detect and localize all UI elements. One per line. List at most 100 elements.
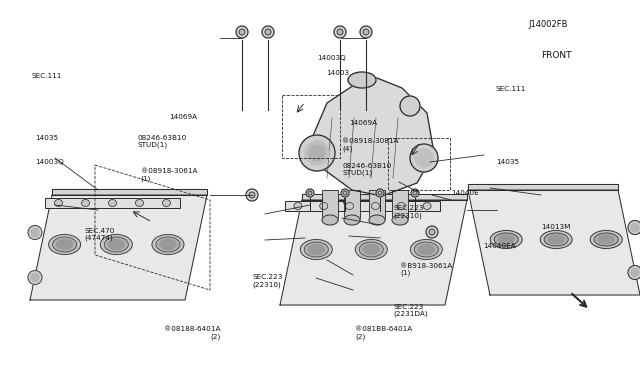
- Polygon shape: [280, 200, 467, 305]
- Ellipse shape: [54, 199, 63, 206]
- Circle shape: [337, 29, 343, 35]
- Polygon shape: [468, 190, 640, 295]
- Text: 14035: 14035: [35, 135, 58, 141]
- Ellipse shape: [81, 199, 90, 206]
- Text: SEC.111: SEC.111: [496, 86, 526, 92]
- Circle shape: [343, 191, 347, 195]
- Ellipse shape: [540, 231, 572, 248]
- Text: SEC.470
(47474): SEC.470 (47474): [84, 228, 115, 241]
- Text: 14069A: 14069A: [349, 120, 377, 126]
- Circle shape: [305, 141, 329, 165]
- Text: 08246-63B10
STUD(1): 08246-63B10 STUD(1): [138, 135, 187, 148]
- Text: 14035: 14035: [496, 159, 519, 165]
- Ellipse shape: [419, 244, 435, 254]
- Ellipse shape: [371, 202, 380, 209]
- Ellipse shape: [152, 234, 184, 254]
- Ellipse shape: [104, 237, 128, 252]
- Text: SEC.223
(22310): SEC.223 (22310): [253, 274, 283, 288]
- Text: 08246-63B10
STUD(1): 08246-63B10 STUD(1): [342, 163, 392, 176]
- Text: ®08918-3061A
(1): ®08918-3061A (1): [141, 168, 197, 182]
- Ellipse shape: [590, 231, 622, 248]
- Ellipse shape: [322, 215, 338, 225]
- Ellipse shape: [300, 240, 332, 260]
- Circle shape: [410, 144, 438, 172]
- Circle shape: [426, 226, 438, 238]
- Text: 14013M: 14013M: [541, 224, 570, 230]
- Circle shape: [631, 224, 639, 231]
- Circle shape: [413, 191, 417, 195]
- Circle shape: [31, 273, 39, 282]
- Circle shape: [31, 228, 39, 237]
- Text: FRONT: FRONT: [541, 51, 572, 60]
- Ellipse shape: [56, 240, 72, 250]
- Text: 14003Q: 14003Q: [317, 55, 346, 61]
- Ellipse shape: [160, 240, 176, 250]
- Circle shape: [309, 145, 325, 161]
- Circle shape: [411, 189, 419, 197]
- Ellipse shape: [392, 215, 408, 225]
- Ellipse shape: [108, 240, 124, 250]
- Bar: [369, 190, 385, 220]
- Ellipse shape: [498, 235, 514, 244]
- Ellipse shape: [598, 235, 614, 244]
- Text: 14069A: 14069A: [170, 114, 198, 120]
- Ellipse shape: [494, 233, 518, 246]
- Ellipse shape: [544, 233, 568, 246]
- Ellipse shape: [156, 237, 180, 252]
- Bar: [322, 190, 338, 220]
- Circle shape: [628, 221, 640, 234]
- Text: J14002FB: J14002FB: [528, 20, 568, 29]
- Circle shape: [28, 225, 42, 240]
- Circle shape: [631, 269, 639, 276]
- Text: 14003: 14003: [326, 70, 349, 76]
- Ellipse shape: [100, 234, 132, 254]
- Text: ®B918-3061A
(1): ®B918-3061A (1): [400, 263, 452, 276]
- Ellipse shape: [364, 244, 380, 254]
- Text: 14003Q: 14003Q: [35, 159, 64, 165]
- Circle shape: [429, 229, 435, 235]
- Ellipse shape: [344, 215, 360, 225]
- Ellipse shape: [414, 242, 438, 257]
- Circle shape: [308, 191, 312, 195]
- Circle shape: [236, 26, 248, 38]
- Bar: [392, 190, 408, 220]
- Polygon shape: [468, 184, 618, 190]
- Circle shape: [363, 29, 369, 35]
- Bar: [45, 198, 180, 208]
- Ellipse shape: [320, 202, 328, 209]
- Ellipse shape: [52, 237, 77, 252]
- Text: SEC.223
(22310): SEC.223 (22310): [394, 205, 424, 219]
- Circle shape: [360, 26, 372, 38]
- Ellipse shape: [163, 199, 170, 206]
- Ellipse shape: [490, 231, 522, 248]
- Bar: [344, 190, 360, 220]
- Circle shape: [28, 270, 42, 285]
- Text: 14040E: 14040E: [451, 190, 479, 196]
- Circle shape: [246, 189, 258, 201]
- Ellipse shape: [348, 72, 376, 88]
- Ellipse shape: [49, 234, 81, 254]
- Ellipse shape: [594, 233, 618, 246]
- Text: ®08918-3081A
(4): ®08918-3081A (4): [342, 138, 399, 152]
- Polygon shape: [312, 78, 434, 196]
- Circle shape: [378, 191, 382, 195]
- Ellipse shape: [397, 202, 405, 209]
- Text: ®08188-6401A
(2): ®08188-6401A (2): [164, 326, 221, 340]
- Circle shape: [239, 29, 245, 35]
- Ellipse shape: [359, 242, 383, 257]
- Text: SEC.111: SEC.111: [32, 73, 62, 79]
- Circle shape: [262, 26, 274, 38]
- Ellipse shape: [423, 202, 431, 209]
- Polygon shape: [52, 189, 207, 195]
- Circle shape: [415, 149, 433, 167]
- Circle shape: [341, 189, 349, 197]
- Ellipse shape: [355, 240, 387, 260]
- Ellipse shape: [109, 199, 116, 206]
- Text: 14040EA: 14040EA: [483, 243, 516, 248]
- Text: ®081BB-6401A
(2): ®081BB-6401A (2): [355, 326, 412, 340]
- Ellipse shape: [294, 202, 302, 209]
- Bar: [285, 201, 440, 211]
- Circle shape: [306, 189, 314, 197]
- Polygon shape: [302, 194, 467, 200]
- Text: SEC.223
(2231DA): SEC.223 (2231DA): [394, 304, 428, 317]
